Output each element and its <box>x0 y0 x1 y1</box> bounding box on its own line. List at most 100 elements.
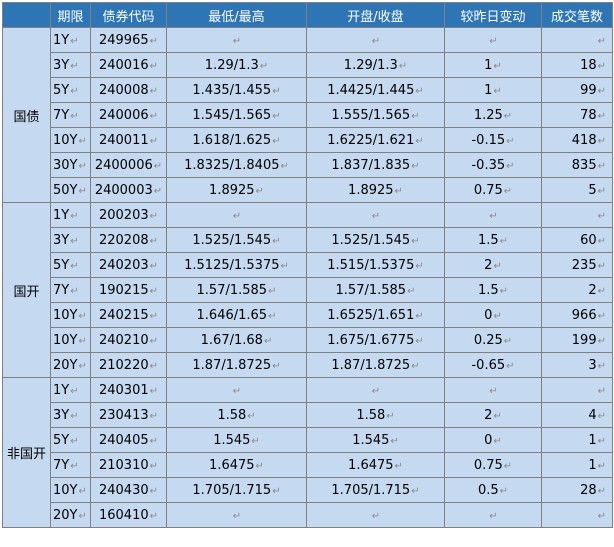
code-cell-value: 240210 <box>98 332 149 348</box>
change-cell-value: -0.65 <box>471 357 506 373</box>
range-cell-value: 1.435/1.455 <box>192 82 272 98</box>
paragraph-mark-icon: ↵ <box>149 285 159 297</box>
trades-cell: ↵ <box>541 27 613 53</box>
paragraph-mark-icon: ↵ <box>149 335 159 347</box>
bond-quote-table: 期限 债券代码 最低/最高 开盘/收盘 较昨日变动 成交笔数 国债 1Y↵ 2499… <box>2 2 613 528</box>
code-cell: 240011↵ <box>90 127 167 153</box>
open-close-cell: 1.525/1.545↵ <box>306 227 445 253</box>
code-cell-value: 240203 <box>98 257 149 273</box>
trades-cell: 835↵ <box>541 152 613 178</box>
paragraph-mark-icon: ↵ <box>489 385 498 397</box>
trades-cell-value: 235 <box>571 257 597 273</box>
trades-cell: 966↵ <box>541 302 613 328</box>
trades-cell-value: 78 <box>580 107 597 123</box>
term-cell-value: 20Y <box>53 507 78 523</box>
change-cell: 0↵ <box>444 302 542 328</box>
code-cell: 210220↵ <box>90 352 167 378</box>
open-close-cell: 1.545↵ <box>306 427 445 453</box>
table-row: 30Y↵ 2400006↵ 1.8325/1.8405↵ 1.837/1.835↵ -0… <box>3 152 613 178</box>
open-close-cell-value: 1.515/1.5375 <box>327 257 415 273</box>
paragraph-mark-icon: ↵ <box>597 60 606 72</box>
paragraph-mark-icon: ↵ <box>149 360 159 372</box>
range-cell: 1.618/1.625↵ <box>166 127 307 153</box>
paragraph-mark-icon: ↵ <box>149 235 159 247</box>
code-cell-value: 240215 <box>98 307 149 323</box>
paragraph-mark-icon: ↵ <box>149 60 159 72</box>
table-row: 7Y↵ 210310↵ 1.6475↵ 1.6475↵ 0.75↵ 1↵ <box>3 452 613 478</box>
trades-cell-value: 1 <box>588 457 597 473</box>
paragraph-mark-icon: ↵ <box>70 85 79 97</box>
open-close-cell-value: 1.6525/1.651 <box>327 307 415 323</box>
paragraph-mark-icon: ↵ <box>415 335 424 347</box>
change-cell: ↵ <box>444 502 542 528</box>
range-cell-value: 1.87/1.8725 <box>192 357 272 373</box>
term-cell: 10Y↵ <box>50 327 91 353</box>
code-cell: 249965↵ <box>90 27 167 53</box>
code-cell-value: 200203 <box>98 207 149 223</box>
range-cell: 1.87/1.8725↵ <box>166 352 307 378</box>
paragraph-mark-icon: ↵ <box>247 410 256 422</box>
term-cell: 20Y↵ <box>50 502 91 528</box>
paragraph-mark-icon: ↵ <box>255 460 264 472</box>
range-cell-value: 1.8325/1.8405 <box>184 157 280 173</box>
paragraph-mark-icon: ↵ <box>597 160 606 172</box>
trades-cell: 28↵ <box>541 477 613 503</box>
range-cell: ↵ <box>166 377 307 403</box>
paragraph-mark-icon: ↵ <box>506 135 515 147</box>
paragraph-mark-icon: ↵ <box>78 135 87 147</box>
paragraph-mark-icon: ↵ <box>489 510 498 522</box>
section-label: 非国开 <box>2 377 51 528</box>
range-cell-value: 1.57/1.585 <box>196 282 268 298</box>
table-row: 10Y↵ 240430↵ 1.705/1.715↵ 1.705/1.715↵ 0.5↵ 2… <box>3 477 613 503</box>
code-cell: 160410↵ <box>90 502 167 528</box>
paragraph-mark-icon: ↵ <box>149 435 159 447</box>
open-close-cell: ↵ <box>306 202 445 228</box>
paragraph-mark-icon: ↵ <box>499 285 509 297</box>
paragraph-mark-icon: ↵ <box>597 435 606 447</box>
paragraph-mark-icon: ↵ <box>493 435 502 447</box>
change-cell: 0.5↵ <box>444 477 542 503</box>
code-cell-value: 240011 <box>98 132 149 148</box>
paragraph-mark-icon: ↵ <box>70 460 79 472</box>
trades-cell-value: 418 <box>571 132 597 148</box>
range-cell-value: 1.545/1.565 <box>192 107 272 123</box>
term-cell-value: 3Y <box>53 407 70 423</box>
paragraph-mark-icon: ↵ <box>371 385 381 397</box>
trades-cell-value: 18 <box>580 57 597 73</box>
change-cell-value: 2 <box>484 407 493 423</box>
table-row: 国开 1Y↵ 200203↵ ↵ ↵ ↵ ↵ <box>2 202 613 378</box>
change-cell: 2↵ <box>444 402 542 428</box>
open-close-cell-value: 1.525/1.545 <box>331 232 411 248</box>
open-close-cell-value: 1.837/1.835 <box>331 157 411 173</box>
paragraph-mark-icon: ↵ <box>597 310 606 322</box>
paragraph-mark-icon: ↵ <box>153 160 163 172</box>
paragraph-mark-icon: ↵ <box>255 185 264 197</box>
term-cell-value: 7Y <box>53 457 70 473</box>
code-cell-value: 160410 <box>98 507 149 523</box>
paragraph-mark-icon: ↵ <box>493 260 502 272</box>
term-cell: 20Y↵ <box>50 352 91 378</box>
trades-cell: 418↵ <box>541 127 613 153</box>
paragraph-mark-icon: ↵ <box>149 460 159 472</box>
trades-cell-value: 60 <box>580 232 597 248</box>
term-cell-value: 10Y <box>53 132 78 148</box>
trades-cell: 3↵ <box>541 352 613 378</box>
range-cell: 1.545/1.565↵ <box>166 102 307 128</box>
open-close-cell: 1.837/1.835↵ <box>306 152 445 178</box>
trades-cell-value: 966 <box>571 307 597 323</box>
open-close-cell-value: 1.6225/1.621 <box>327 132 415 148</box>
range-cell-value: 1.5125/1.5375 <box>184 257 280 273</box>
open-close-cell-value: 1.8925 <box>348 182 394 198</box>
code-cell: 240430↵ <box>90 477 167 503</box>
paragraph-mark-icon: ↵ <box>597 185 606 197</box>
table-row: 3Y↵ 230413↵ 1.58↵ 1.58↵ 2↵ 4↵ <box>3 402 613 428</box>
paragraph-mark-icon: ↵ <box>597 360 606 372</box>
code-cell: 220208↵ <box>90 227 167 253</box>
table-row: 10Y↵ 240210↵ 1.67/1.68↵ 1.675/1.6775↵ 0.25↵ 1… <box>3 327 613 353</box>
open-close-cell: 1.555/1.565↵ <box>306 102 445 128</box>
paragraph-mark-icon: ↵ <box>371 210 381 222</box>
paragraph-mark-icon: ↵ <box>394 185 403 197</box>
term-cell: 3Y↵ <box>50 402 91 428</box>
term-cell: 7Y↵ <box>50 452 91 478</box>
paragraph-mark-icon: ↵ <box>78 510 87 522</box>
